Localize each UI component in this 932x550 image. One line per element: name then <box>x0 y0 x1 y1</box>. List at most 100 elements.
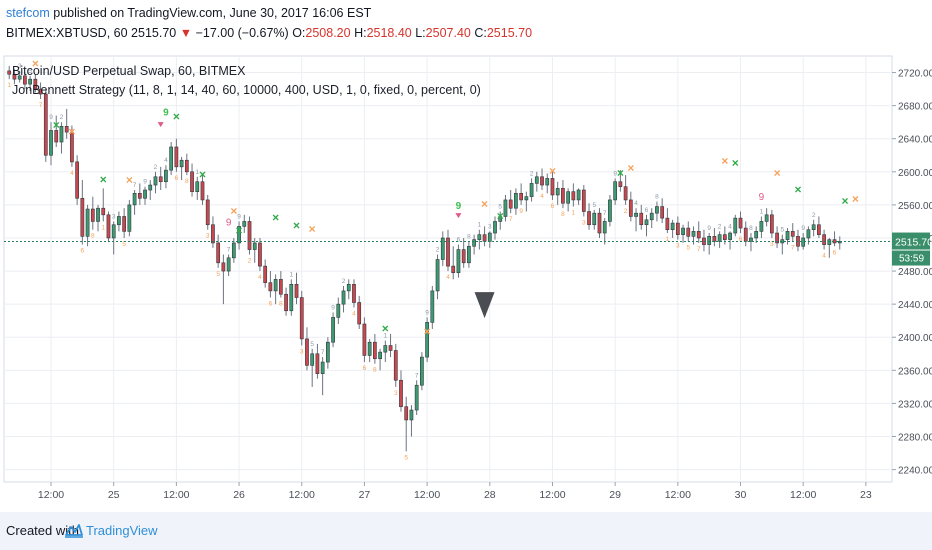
sequence-count: 5 <box>780 227 784 234</box>
sequence-count: 8 <box>655 194 659 201</box>
quote-line: BITMEX:XBTUSD, 60 2515.70 ▼ −17.00 (−0.6… <box>6 26 532 40</box>
candle-down <box>388 345 393 351</box>
candle-up <box>754 231 759 239</box>
candle-down <box>247 221 252 250</box>
sequence-count: 1 <box>101 224 105 231</box>
sequence-count: 1 <box>289 271 293 278</box>
candle-down <box>122 216 127 232</box>
publish-info: stefcom published on TradingView.com, Ju… <box>6 6 371 20</box>
change-down-arrow-icon: ▼ <box>179 26 193 40</box>
sequence-count: 1 <box>666 236 670 243</box>
candle-up <box>728 232 732 240</box>
candle-down <box>205 199 210 226</box>
x-tick-label: 25 <box>108 489 120 501</box>
candle-up <box>487 232 492 242</box>
sequence-count: 3 <box>394 390 398 397</box>
sequence-count: 2 <box>812 212 816 219</box>
sequence-count: 2 <box>718 223 722 230</box>
chart-area[interactable]: 2240.00 2280.00 2320.00 2360.00 2400.00 2440.… <box>0 50 932 512</box>
buy-signal-marker: × <box>173 110 180 124</box>
candle-down <box>70 131 74 163</box>
candle-up <box>602 221 607 234</box>
candle-down <box>623 186 628 201</box>
candle-down <box>33 78 38 90</box>
sequence-count: 4 <box>258 274 262 281</box>
candle-down <box>722 234 727 240</box>
sequence-count: 7 <box>39 102 43 109</box>
sequence-count: 4 <box>70 170 74 177</box>
buy-signal-marker: × <box>293 219 300 233</box>
x-tick-label: 12:00 <box>163 489 189 501</box>
candle-down <box>461 249 466 264</box>
candle-down <box>315 353 320 374</box>
y-tick-label: 2320.00 <box>898 399 932 410</box>
sequence-count: 6 <box>269 301 273 308</box>
candle-up <box>117 216 121 226</box>
setup-nine-pink: 9 <box>759 192 765 203</box>
sell-signal-marker: × <box>852 192 859 206</box>
candle-up <box>425 322 429 358</box>
sequence-count: 5 <box>498 204 502 211</box>
candle-up <box>320 361 325 374</box>
candle-up <box>378 351 382 360</box>
bar-countdown-tag <box>892 250 930 266</box>
candle-up <box>529 183 534 197</box>
candle-up <box>493 221 497 234</box>
sequence-count: 4 <box>634 200 638 207</box>
y-tick-label: 2280.00 <box>898 433 932 444</box>
chart-legend-instrument: Bitcoin/USD Perpetual Swap, 60, BITMEX <box>12 64 246 78</box>
x-tick-label: 12:00 <box>665 489 691 501</box>
tradingview-logo-icon <box>65 524 83 538</box>
candle-down <box>404 406 409 421</box>
y-tick-label: 2680.00 <box>898 102 932 113</box>
candle-up <box>655 206 659 214</box>
sequence-count: 7 <box>791 244 795 251</box>
y-tick-label: 2240.00 <box>898 466 932 477</box>
candle-up <box>143 189 147 199</box>
candle-down <box>263 265 268 283</box>
candle-down <box>190 171 194 192</box>
sequence-count: 9 <box>519 208 523 215</box>
x-tick-label: 27 <box>359 489 371 501</box>
candle-up <box>592 212 597 226</box>
sequence-count: 4 <box>352 310 356 317</box>
candle-up <box>514 193 518 209</box>
price-chart[interactable]: 2240.00 2280.00 2320.00 2360.00 2400.00 2440.… <box>0 50 932 512</box>
current-price-tag <box>892 232 930 250</box>
x-tick-label: 30 <box>735 489 747 501</box>
candle-down <box>54 130 59 143</box>
candle-down <box>268 282 273 292</box>
candle-down <box>200 181 205 201</box>
candle-up <box>806 229 811 239</box>
candle-up <box>17 75 22 80</box>
candle-down <box>393 350 398 381</box>
candle-up <box>634 212 638 217</box>
sequence-count: 2 <box>342 278 346 285</box>
sequence-count: 7 <box>133 182 137 189</box>
candle-up <box>566 191 571 204</box>
candle-up <box>59 126 64 143</box>
candle-up <box>811 224 816 231</box>
candle-down <box>38 88 43 95</box>
candle-up <box>414 384 419 411</box>
author-link[interactable]: stefcom <box>6 6 50 20</box>
bar-countdown-label: 53:59 <box>899 254 924 265</box>
sequence-count: 5 <box>686 244 690 251</box>
candle-down <box>80 197 85 237</box>
candle-up <box>498 216 503 222</box>
buy-signal-marker: × <box>617 166 624 180</box>
sequence-count: 2 <box>530 170 534 177</box>
sequence-count: 4 <box>728 223 732 230</box>
candle-up <box>96 207 100 222</box>
sequence-count: 7 <box>603 210 607 217</box>
sequence-count: 4 <box>446 274 450 281</box>
x-tick-label: 26 <box>233 489 245 501</box>
candle-up <box>717 234 722 242</box>
sell-signal-marker: × <box>230 204 237 218</box>
candle-up <box>28 78 32 85</box>
ohlc-close-value: 2515.70 <box>486 26 533 40</box>
candle-down <box>75 161 79 199</box>
sequence-count: 7 <box>509 216 513 223</box>
tradingview-link[interactable]: TradingView <box>86 523 158 538</box>
candle-down <box>675 222 680 235</box>
